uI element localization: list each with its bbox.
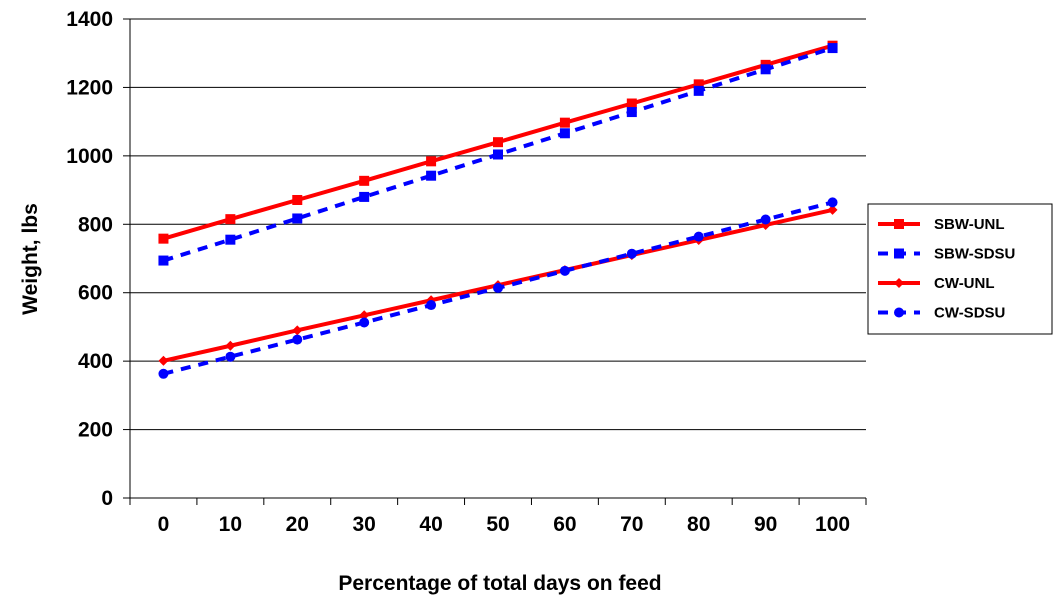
data-point-sbw-unl-2: [292, 194, 303, 205]
y-tick-label-4: 800: [78, 213, 113, 236]
legend-marker-cw-unl: [894, 278, 904, 288]
data-point-cw-sdsu-9: [760, 214, 771, 225]
legend-marker-sbw-unl: [894, 219, 904, 229]
x-tick-label-4: 40: [419, 513, 442, 536]
data-point-sbw-sdsu-5: [493, 149, 503, 160]
series-sbw-sdsu: [158, 43, 838, 266]
x-tick-label-7: 70: [620, 513, 643, 536]
x-tick-label-3: 30: [353, 513, 376, 536]
data-point-sbw-sdsu-7: [626, 107, 637, 118]
data-point-cw-sdsu-5: [493, 282, 503, 293]
x-tick-label-9: 90: [754, 513, 777, 536]
x-tick-label-8: 80: [687, 513, 710, 536]
x-tick-label-5: 50: [486, 513, 509, 536]
legend-label-sbw-unl: SBW-UNL: [934, 216, 1005, 233]
x-tick-label-1: 10: [219, 513, 242, 536]
data-point-sbw-unl-1: [225, 214, 236, 225]
y-axis-title: Weight, lbs: [19, 203, 42, 315]
x-tick-label-2: 20: [286, 513, 309, 536]
data-point-sbw-sdsu-6: [559, 128, 570, 139]
data-point-sbw-unl-7: [626, 98, 637, 109]
x-tick-label-10: 100: [815, 513, 850, 536]
data-point-cw-unl-10: [827, 204, 838, 215]
data-point-cw-unl-0: [158, 355, 169, 366]
data-point-sbw-unl-8: [693, 79, 704, 90]
data-point-sbw-sdsu-10: [827, 43, 838, 54]
series-cw-sdsu: [158, 197, 838, 379]
y-axis-ticks: 0 200 400 600 800 1000 1200 1400: [66, 8, 130, 510]
legend-label-cw-unl: CW-UNL: [934, 275, 995, 292]
series-sbw-unl: [158, 40, 838, 244]
data-point-cw-sdsu-1: [225, 351, 236, 362]
data-point-sbw-sdsu-3: [359, 191, 370, 202]
y-tick-label-3: 600: [78, 282, 113, 305]
data-point-sbw-sdsu-1: [225, 234, 236, 245]
data-point-cw-unl-3: [359, 310, 370, 321]
data-point-cw-sdsu-4: [426, 300, 437, 311]
axes: [129, 19, 866, 499]
data-point-sbw-sdsu-2: [292, 213, 303, 224]
data-point-cw-sdsu-8: [693, 231, 704, 242]
gridlines: [130, 18, 866, 431]
data-point-sbw-unl-0: [158, 233, 169, 244]
data-point-sbw-sdsu-9: [760, 64, 771, 75]
data-point-cw-sdsu-0: [158, 368, 169, 379]
data-point-cw-sdsu-6: [559, 265, 570, 276]
x-tick-label-6: 60: [553, 513, 576, 536]
data-point-sbw-unl-3: [359, 175, 370, 186]
legend-label-cw-sdsu: CW-SDSU: [934, 305, 1005, 322]
data-point-cw-sdsu-10: [827, 197, 838, 208]
legend-label-sbw-sdsu: SBW-SDSU: [934, 246, 1015, 263]
data-point-cw-sdsu-7: [626, 248, 637, 259]
data-point-sbw-unl-5: [493, 137, 503, 148]
data-point-sbw-sdsu-8: [693, 85, 704, 96]
y-tick-label-1: 200: [78, 419, 113, 442]
data-point-sbw-unl-6: [559, 117, 570, 128]
data-point-cw-sdsu-2: [292, 334, 303, 345]
data-point-cw-unl-2: [292, 325, 303, 336]
legend-marker-cw-sdsu: [894, 307, 904, 318]
y-tick-label-0: 0: [101, 487, 113, 510]
x-axis-title: Percentage of total days on feed: [338, 572, 661, 595]
x-axis-ticks: 0 10 20 30 40 50 60 70 80 90 100: [129, 498, 867, 536]
y-tick-label-5: 1000: [66, 145, 113, 168]
series-group: [158, 40, 838, 379]
y-tick-label-2: 400: [78, 350, 113, 373]
y-tick-label-6: 1200: [66, 76, 113, 99]
y-tick-label-7: 1400: [66, 8, 113, 31]
data-point-cw-unl-1: [225, 340, 236, 351]
data-point-cw-sdsu-3: [359, 317, 370, 328]
legend: SBW-UNL SBW-SDSU CW-UNL CW-SDSU: [867, 203, 1053, 335]
data-point-sbw-sdsu-4: [426, 170, 437, 181]
data-point-sbw-unl-4: [426, 156, 437, 167]
x-tick-label-0: 0: [158, 513, 170, 536]
data-point-sbw-sdsu-0: [158, 255, 169, 266]
legend-marker-sbw-sdsu: [894, 248, 904, 259]
